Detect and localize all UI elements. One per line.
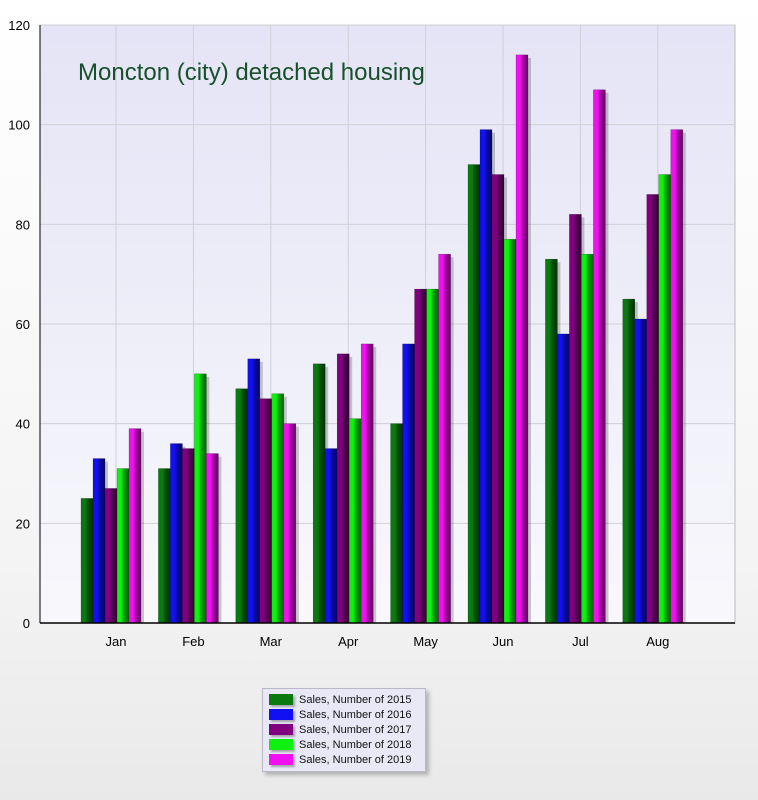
x-tick-label: Jan bbox=[106, 634, 127, 649]
x-tick-label: May bbox=[413, 634, 438, 649]
legend-label: Sales, Number of 2018 bbox=[299, 738, 412, 751]
bar-shading bbox=[247, 358, 261, 624]
legend-item: Sales, Number of 2015 bbox=[269, 692, 425, 707]
x-tick-label: Feb bbox=[182, 634, 204, 649]
bar-shading bbox=[235, 388, 249, 624]
bar-shading bbox=[670, 129, 684, 624]
bar-shading bbox=[128, 428, 142, 624]
bar-shading bbox=[259, 398, 273, 624]
y-tick-label: 120 bbox=[8, 18, 30, 33]
y-tick-label: 80 bbox=[16, 217, 30, 232]
bar-shading bbox=[336, 353, 350, 624]
x-tick-label: Jul bbox=[572, 634, 589, 649]
bar-shading bbox=[360, 343, 374, 624]
legend-label: Sales, Number of 2016 bbox=[299, 708, 412, 721]
legend-item: Sales, Number of 2018 bbox=[269, 737, 425, 752]
bar-shading bbox=[390, 423, 403, 624]
legend-swatch bbox=[269, 709, 293, 720]
bar-shading bbox=[104, 488, 118, 624]
chart-title: Moncton (city) detached housing bbox=[78, 59, 425, 86]
y-tick-label: 40 bbox=[16, 417, 30, 432]
x-tick-label: Jun bbox=[493, 634, 514, 649]
legend-item: Sales, Number of 2016 bbox=[269, 707, 425, 722]
x-tick-label: Apr bbox=[338, 634, 359, 649]
bar-shading bbox=[271, 393, 285, 624]
bar-shading bbox=[622, 298, 636, 624]
bar-shading bbox=[182, 448, 195, 624]
y-tick-label: 0 bbox=[23, 616, 30, 631]
x-tick-label: Aug bbox=[646, 634, 669, 649]
legend-swatch bbox=[269, 739, 293, 750]
legend-swatch bbox=[269, 724, 293, 735]
bar-shading bbox=[324, 448, 338, 624]
bar-shading bbox=[557, 333, 570, 624]
bar-shading bbox=[426, 288, 439, 624]
bar-shading bbox=[170, 443, 183, 624]
bar-shading bbox=[646, 194, 660, 624]
y-tick-label: 100 bbox=[8, 118, 30, 133]
legend: Sales, Number of 2015 Sales, Number of 20… bbox=[262, 688, 426, 772]
bar-shading bbox=[503, 239, 517, 624]
bar-shading bbox=[402, 343, 415, 624]
bar-shading bbox=[194, 373, 207, 624]
bar-shading bbox=[581, 253, 594, 624]
y-tick-label: 60 bbox=[16, 317, 30, 332]
legend-label: Sales, Number of 2017 bbox=[299, 723, 412, 736]
bar-shading bbox=[634, 318, 648, 624]
bar-shading bbox=[545, 258, 558, 624]
legend-label: Sales, Number of 2019 bbox=[299, 753, 412, 766]
x-tick-label: Mar bbox=[260, 634, 283, 649]
legend-item: Sales, Number of 2019 bbox=[269, 752, 425, 767]
bar-shading bbox=[438, 253, 451, 624]
bar-shading bbox=[348, 418, 362, 624]
bar-shading bbox=[206, 453, 219, 624]
legend-label: Sales, Number of 2015 bbox=[299, 693, 412, 706]
legend-swatch bbox=[269, 754, 293, 765]
bar-shading bbox=[467, 164, 481, 624]
bar-shading bbox=[479, 129, 493, 624]
bar-shading bbox=[158, 468, 171, 624]
bar-shading bbox=[92, 458, 106, 624]
bar-shading bbox=[283, 423, 297, 624]
bar-shading bbox=[312, 363, 326, 624]
bar-shading bbox=[593, 89, 606, 624]
bar-shading bbox=[80, 498, 94, 624]
bar-shading bbox=[569, 214, 582, 624]
y-tick-label: 20 bbox=[16, 516, 30, 531]
bar-shading bbox=[491, 174, 505, 624]
bar-shading bbox=[414, 288, 427, 624]
bar-shading bbox=[515, 54, 529, 624]
bar-shading bbox=[116, 468, 130, 624]
legend-item: Sales, Number of 2017 bbox=[269, 722, 425, 737]
legend-swatch bbox=[269, 694, 293, 705]
bar-shading bbox=[658, 174, 672, 624]
